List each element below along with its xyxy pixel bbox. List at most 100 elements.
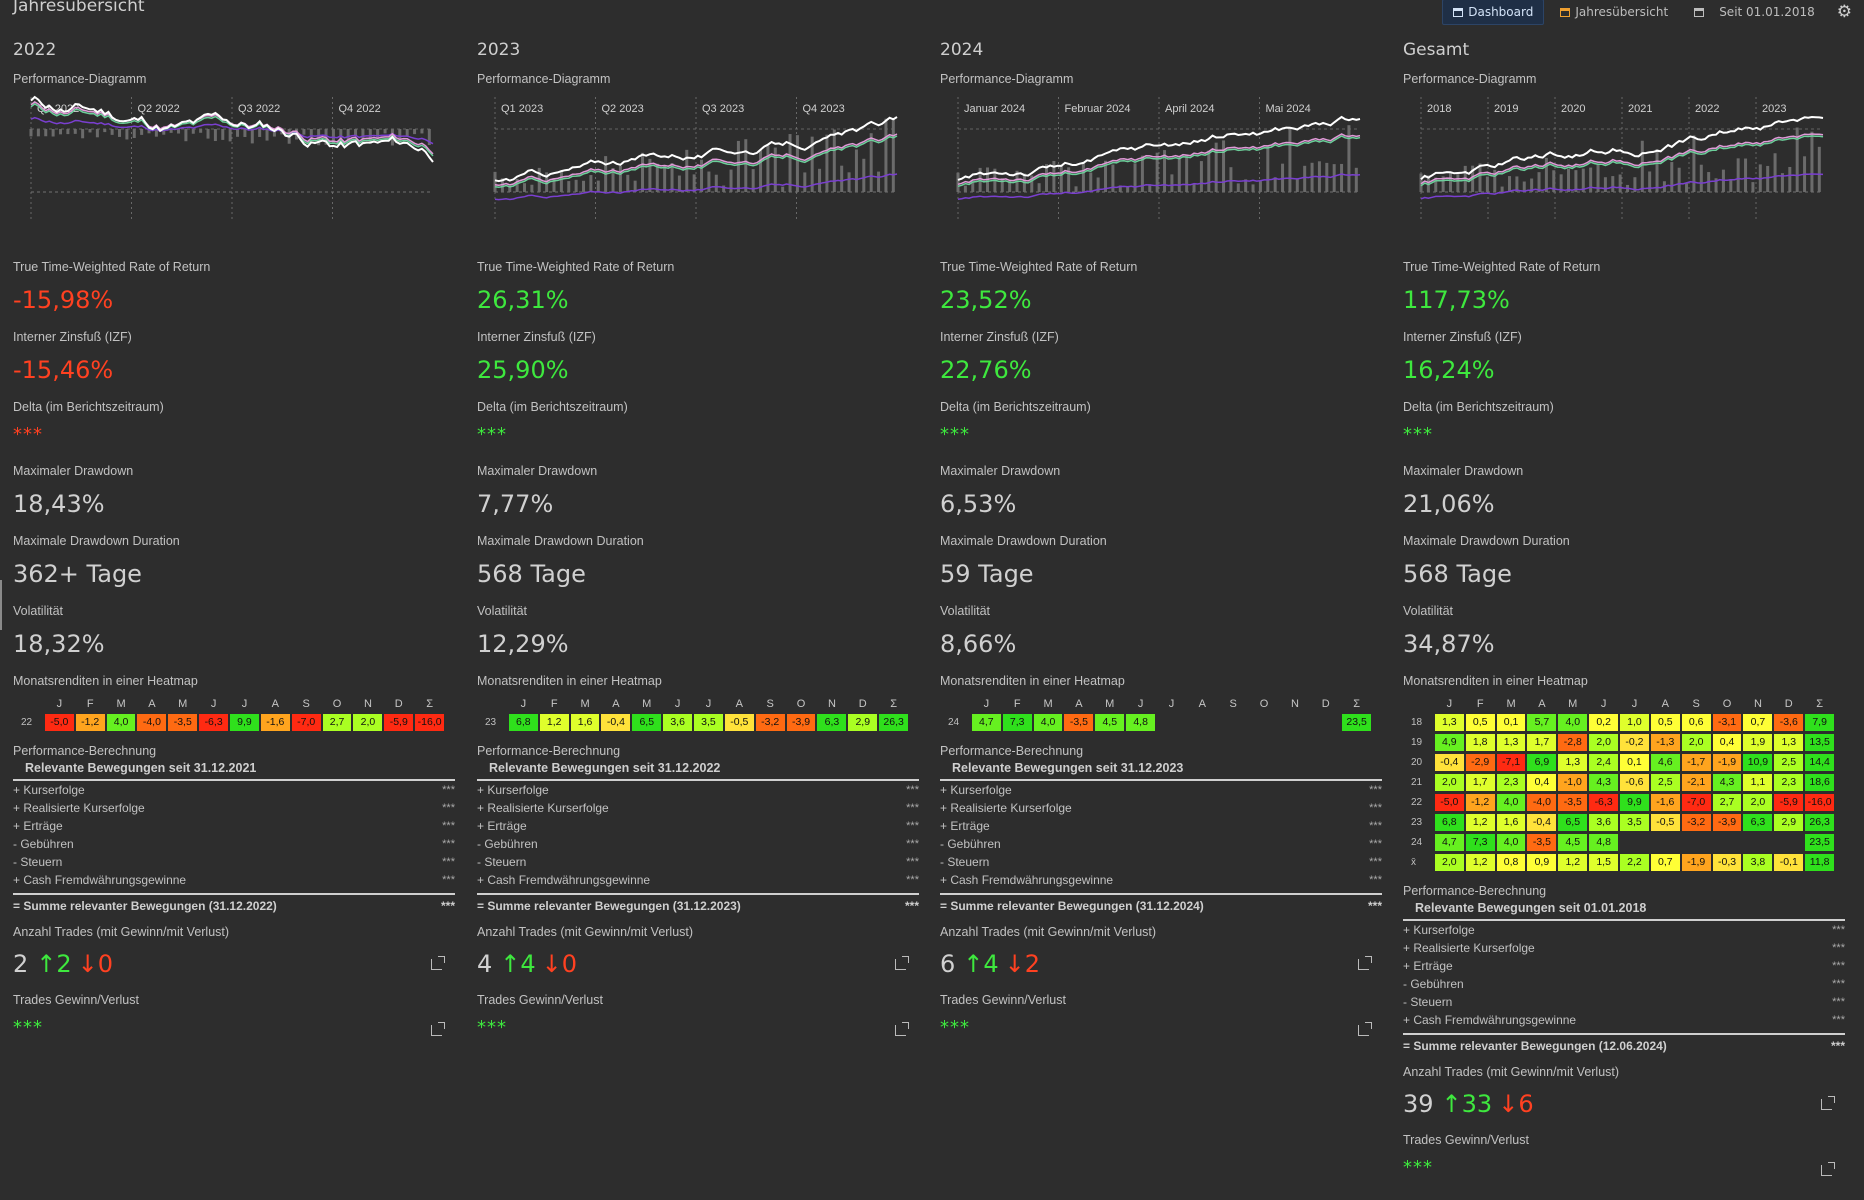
heatmap-cell: 2,0	[1433, 772, 1465, 792]
chart-bar	[1441, 176, 1445, 192]
heatmap-cell: -3,2	[754, 712, 786, 732]
heatmap-month-header: N	[827, 698, 836, 710]
perf-sum-value: ***	[440, 899, 455, 913]
heatmap-month-header: S	[766, 698, 774, 710]
heatmap-cell: 4,3	[1711, 772, 1743, 792]
heatmap-cell: 1,3	[1557, 752, 1589, 772]
heatmap-cell: 5,7	[1526, 712, 1558, 732]
heatmap-month-header: S	[1229, 698, 1237, 710]
chart-bar	[589, 175, 593, 192]
external-link-icon[interactable]	[431, 1021, 445, 1036]
perf-row-gebuehren: - Gebühren ***	[1403, 975, 1845, 993]
heatmap-cell: -3,2	[1680, 812, 1712, 832]
gear-icon[interactable]: ⚙	[1836, 2, 1852, 22]
external-link-icon[interactable]	[895, 955, 909, 970]
period-label: 2020	[1561, 103, 1585, 115]
chart-bar	[1295, 178, 1299, 192]
heatmap-cell: 0,5	[1464, 712, 1496, 732]
heatmap-cell: -5,9	[383, 712, 415, 732]
heatmap-cell: 1,3	[1773, 732, 1805, 752]
external-link-icon[interactable]	[1821, 1161, 1835, 1176]
heatmap-month-header: O	[332, 698, 342, 710]
chart-bar	[59, 129, 63, 135]
perf-row-label: - Gebühren	[940, 837, 1001, 851]
trades-pl-label: Trades Gewinn/Verlust	[940, 993, 1066, 1007]
external-link-icon[interactable]	[1358, 1021, 1372, 1036]
perf-row-gebuehren: - Gebühren ***	[940, 835, 1382, 853]
heatmap-month-header: M	[642, 698, 652, 710]
heatmap-cell: 1,6	[569, 712, 601, 732]
perf-diagram-label: Performance-Diagramm	[477, 72, 611, 86]
period-button[interactable]: Seit 01.01.2018	[1684, 0, 1825, 24]
volatility-value: 8,66%	[940, 630, 1017, 658]
app-title: Jahresübersicht	[13, 0, 145, 16]
chart-bar	[818, 168, 822, 192]
perf-row-cash: + Cash Fremdwährungsgewinne ***	[1403, 1011, 1845, 1029]
monthly-heatmap: J F M A M J J A S O N D Σ 24 4,7 7,3 4,0 -3,5 4,5 4,8 23,5	[940, 696, 1373, 732]
trades-count: 6 ↑4 ↓2	[940, 949, 1372, 979]
heatmap-cell: 6,3	[816, 712, 848, 732]
performance-line	[1420, 115, 1824, 181]
perf-row-label: + Realisierte Kurserfolge	[940, 801, 1072, 815]
trades-count: 2 ↑2 ↓0	[13, 949, 445, 979]
perf-row-steuern: - Steuern ***	[477, 853, 919, 871]
chart-bar	[1485, 176, 1489, 192]
chart-bar	[530, 184, 534, 192]
perf-calc-subtitle: Relevante Bewegungen seit 01.01.2018	[1403, 898, 1845, 921]
perf-row-label: + Realisierte Kurserfolge	[477, 801, 609, 815]
max-drawdown-duration-label: Maximale Drawdown Duration	[477, 534, 644, 548]
dashboard-button[interactable]: Dashboard	[1442, 0, 1545, 25]
external-link-icon[interactable]	[1821, 1095, 1835, 1110]
heatmap-cell	[1711, 832, 1743, 852]
heatmap-cell: 2,4	[1588, 752, 1620, 772]
heatmap-cell	[1310, 712, 1342, 732]
heatmap-cell: -3,5	[1557, 792, 1589, 812]
perf-calc-title: Performance-Berechnung	[477, 744, 621, 758]
chart-bar	[655, 163, 659, 192]
scroll-indicator	[0, 580, 2, 630]
delta-value: ***	[940, 424, 970, 445]
perf-diagram-label: Performance-Diagramm	[13, 72, 147, 86]
heatmap-row: 21 2,0 1,7 2,3 0,4 -1,0 4,3 -0,6 2,5 -2,1 4,3 1,1 2,…	[1403, 772, 1836, 792]
chart-bar	[1096, 177, 1100, 192]
max-drawdown-label: Maximaler Drawdown	[1403, 464, 1524, 478]
heatmap-cell: -2,1	[1680, 772, 1712, 792]
external-link-icon[interactable]	[431, 955, 445, 970]
heatmap-cell: -5,0	[1433, 792, 1465, 812]
trades-up: ↑2	[36, 950, 72, 978]
perf-row-label: + Erträge	[13, 819, 63, 833]
chart-bar	[1163, 150, 1167, 192]
period-label: April 2024	[1165, 103, 1215, 115]
chart-bar	[670, 163, 674, 192]
max-drawdown-value: 7,77%	[477, 490, 554, 518]
perf-row-steuern: - Steuern ***	[1403, 993, 1845, 1011]
chart-bar	[1530, 178, 1534, 192]
heatmap-cell: -4,0	[1526, 792, 1558, 812]
chart-bar	[1493, 169, 1497, 192]
period-label: 2023	[1762, 103, 1786, 115]
external-link-icon[interactable]	[895, 1021, 909, 1036]
heatmap-cell: 11,8	[1804, 852, 1836, 872]
trades-pl-label: Trades Gewinn/Verlust	[13, 993, 139, 1007]
chart-bar	[971, 181, 975, 192]
chart-bar	[376, 129, 380, 138]
perf-row-gebuehren: - Gebühren ***	[477, 835, 919, 853]
ttwror-value: 117,73%	[1403, 286, 1510, 314]
chart-bar	[781, 186, 785, 192]
series-green-line	[30, 102, 434, 157]
trades-pl-value: ***	[477, 1017, 507, 1038]
perf-row-value: ***	[906, 802, 919, 814]
chart-bar	[66, 129, 70, 135]
heatmap-cell: -1,2	[74, 712, 106, 732]
jahresuebersicht-button[interactable]: Jahresübersicht	[1550, 0, 1678, 24]
chart-bar	[1463, 165, 1467, 192]
perf-row-value: ***	[1369, 784, 1382, 796]
trades-pl-label: Trades Gewinn/Verlust	[1403, 1133, 1529, 1147]
external-link-icon[interactable]	[1358, 955, 1372, 970]
heatmap-cell: 0,1	[1495, 712, 1527, 732]
heatmap-cell: 4,5	[1557, 832, 1589, 852]
heatmap-month-header: A	[1661, 698, 1669, 710]
chart-bar	[1251, 184, 1255, 192]
period-label: 2022	[1695, 103, 1719, 115]
trades-pl-row: ***	[13, 1017, 445, 1043]
